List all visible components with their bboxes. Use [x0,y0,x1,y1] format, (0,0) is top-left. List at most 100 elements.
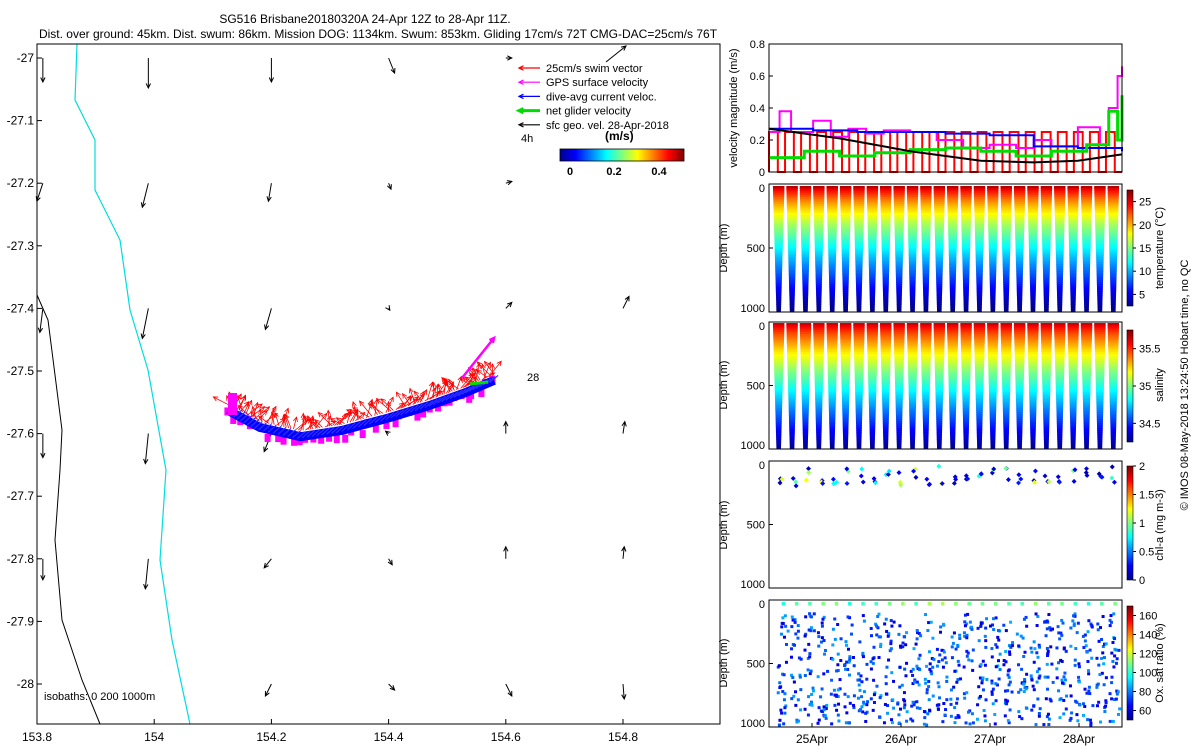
temperature-sample [896,284,903,288]
temperature-sample [829,288,836,292]
salinity-sample [1082,369,1091,373]
salinity-sample [922,418,929,422]
temperature-sample [880,186,892,189]
temperature-sample [1068,217,1079,221]
temperature-sample [974,210,985,214]
salinity-sample [1069,389,1078,393]
oxygen-sample [968,620,972,624]
temperature-sample [1042,239,1051,243]
temperature-sample [910,304,915,308]
oxygen-sample [858,688,862,692]
temperature-sample [1057,297,1063,301]
oxygen-sample [956,644,960,648]
oxygen-sample [1004,649,1008,653]
oxygen-sample [995,683,999,687]
salinity-sample [962,389,970,393]
geo-vector [143,558,149,590]
salinity-sample [934,343,945,347]
temperature-sample [906,186,919,189]
temperature-sample [841,230,851,234]
oxygen-sample [889,647,893,651]
oxygen-sample [914,602,918,606]
salinity-sample [1028,360,1038,364]
gps-surface-marker [392,419,399,428]
salinity-sample [803,443,808,447]
salinity-sample [787,367,797,371]
salinity-sample [880,331,892,335]
oxygen-sample [1007,602,1011,606]
temperature-sample [895,273,903,277]
chla-sample [936,463,942,469]
salinity-sample [1043,407,1050,411]
oxygen-sample [860,705,864,709]
oxygen-sample [931,636,935,640]
oxygen-sample [942,702,946,706]
oxygen-sample [983,663,987,667]
salinity-sample [1055,378,1064,382]
oxygen-sample [1085,650,1089,654]
temperature-sample [1055,241,1064,245]
temperature-sample [960,194,972,198]
temperature-sample [1110,284,1117,288]
temperature-sample [974,206,985,210]
salinity-sample [1001,345,1012,349]
temperature-sample [1096,279,1104,283]
salinity-sample [788,383,797,387]
salinity-sample [869,439,875,443]
temperature-sample [1028,223,1038,227]
oxygen-sample [1058,716,1062,720]
salinity-sample [1042,392,1051,396]
salinity-sample [1002,389,1011,393]
salinity-sample [1016,398,1024,402]
salinity-sample [1003,418,1010,422]
temperature-sample [1108,203,1119,207]
salinity-sample [1094,349,1105,353]
dive-avg-current-vector [468,383,478,392]
temperature-sample [908,250,917,254]
oxygen-sample [896,702,900,706]
salinity-sample [990,445,996,449]
salinity-sample [963,445,969,449]
oxygen-sample [1058,637,1062,641]
salinity-sample [773,345,784,349]
temperature-sample [961,228,971,232]
oxygen-sample [789,655,793,659]
salinity-sample [842,398,850,402]
temperature-sample [882,275,889,279]
salinity-sample [800,367,810,371]
temperature-sample [920,212,931,216]
salinity-sample [828,396,836,400]
oxygen-sample [1083,687,1087,691]
salinity-sample [1003,434,1009,438]
oxygen-sample [845,643,849,647]
salinity-sample [1110,423,1117,427]
salinity-sample [1014,329,1026,333]
temperature-sample [826,203,838,207]
temperature-sample [800,203,811,207]
temperature-sample [855,270,863,274]
temperature-sample [1109,268,1117,272]
oxygen-sample [994,699,998,703]
oxygen-sample [1076,719,1080,723]
oxygen-sample [843,664,847,668]
salinity-sample [800,340,811,344]
salinity-sample [774,387,783,391]
salinity-sample [1000,336,1012,340]
oxygen-sample [984,639,988,643]
temperature-sample [962,273,970,277]
temperature-sample [786,203,798,207]
temperature-sample [1056,277,1063,281]
salinity-sample [869,410,876,414]
temperature-sample [1068,235,1078,239]
salinity-sample [975,403,983,407]
temperature-sample [1096,273,1104,277]
oxygen-sample [962,665,966,669]
temperature-sample [989,273,997,277]
salinity-sample [974,365,985,369]
temperature-sample [1028,215,1038,219]
temperature-sample [974,217,985,221]
oxygen-sample [1099,720,1103,724]
temperature-sample [868,250,877,254]
temperature-sample [1016,284,1023,288]
temperature-sample [855,273,863,277]
